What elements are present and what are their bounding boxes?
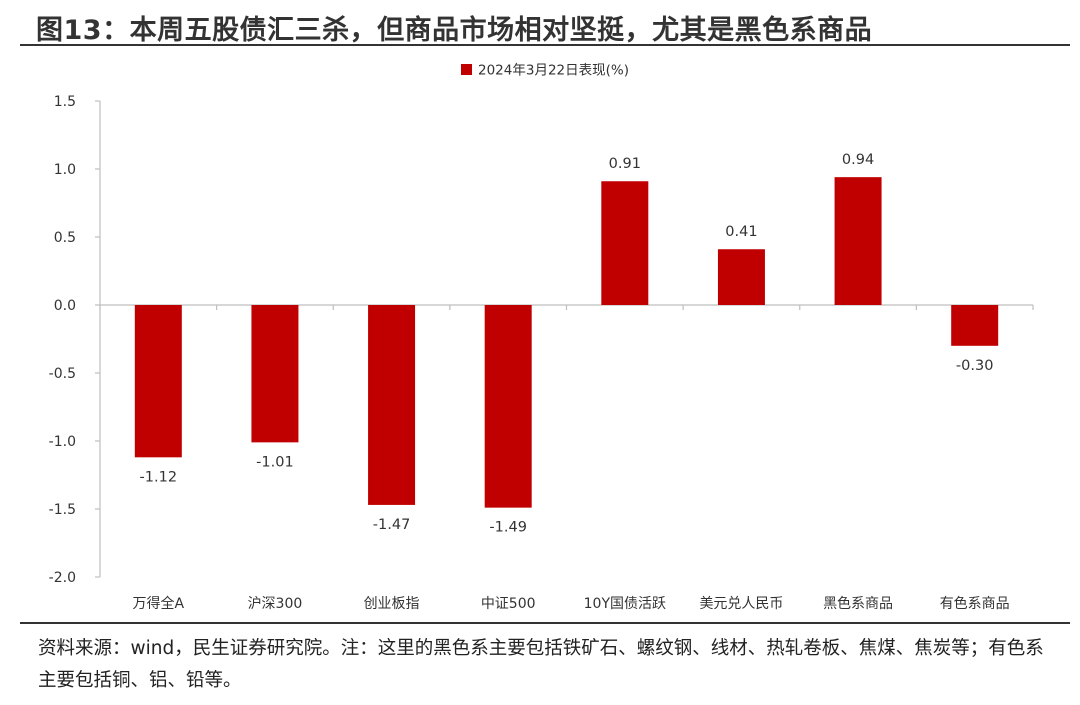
- x-category-label: 万得全A: [133, 595, 185, 612]
- chart-legend: 2024年3月22日表现(%): [461, 63, 629, 79]
- y-tick-label: 1.0: [54, 162, 76, 178]
- figure-title: 图13：本周五股债汇三杀，但商品市场相对坚挺，尤其是黑色系商品: [36, 15, 873, 46]
- bar-value-label: 0.94: [842, 152, 874, 168]
- legend-label: 2024年3月22日表现(%): [478, 63, 629, 79]
- x-axis: 万得全A 沪深300 创业板指 中证500 10Y国债活跃 美元兑人民币 黑色系商品 有色系商…: [99, 304, 1034, 612]
- x-category-label: 中证500: [481, 596, 536, 612]
- x-category-label: 美元兑人民币: [699, 596, 783, 612]
- y-tick-label: -1.0: [49, 434, 76, 450]
- y-tick-label: 1.5: [54, 94, 76, 110]
- bar-value-label: -0.30: [956, 358, 994, 374]
- bar: [601, 181, 649, 305]
- bar: [484, 305, 532, 508]
- bar-chart: 2024年3月22日表现(%) 1.5 1.0 0.5 0.0 -0.5 -1.0 -1.5…: [49, 63, 1034, 612]
- bar: [834, 177, 882, 305]
- bar-value-label: 0.91: [609, 156, 641, 172]
- bar-value-label: 0.41: [725, 224, 757, 240]
- y-tick-label: 0.5: [54, 230, 76, 246]
- x-category-label: 创业板指: [364, 596, 420, 612]
- x-category-label: 10Y国债活跃: [584, 596, 666, 612]
- x-category-label: 黑色系商品: [823, 595, 893, 612]
- y-tick-label: -1.5: [49, 502, 76, 518]
- data-labels: -1.12 -1.01 -1.47 -1.49 0.91 0.41 0.94 -0.30: [140, 152, 994, 535]
- y-tick-label: -0.5: [49, 366, 76, 382]
- y-tick-label: 0.0: [54, 298, 76, 314]
- x-category-label: 沪深300: [248, 596, 303, 612]
- x-category-label: 有色系商品: [940, 595, 1010, 612]
- bar-value-label: -1.12: [140, 469, 178, 485]
- bar: [368, 305, 416, 505]
- legend-swatch: [461, 64, 472, 75]
- y-axis: 1.5 1.0 0.5 0.0 -0.5 -1.0 -1.5 -2.0: [49, 94, 101, 586]
- source-note: 资料来源：wind，民生证券研究院。注：这里的黑色系主要包括铁矿石、螺纹钢、线材…: [38, 638, 1044, 691]
- source-divider: [20, 622, 1070, 624]
- bar-value-label: -1.47: [373, 517, 411, 533]
- y-tick-label: -2.0: [49, 570, 76, 586]
- bar-value-label: -1.01: [256, 454, 294, 470]
- bar: [717, 249, 765, 305]
- bar: [951, 305, 999, 346]
- bar: [251, 305, 299, 443]
- bar-series: [134, 177, 999, 508]
- bar-value-label: -1.49: [489, 520, 527, 536]
- bar: [134, 305, 182, 458]
- title-divider: [20, 44, 1070, 46]
